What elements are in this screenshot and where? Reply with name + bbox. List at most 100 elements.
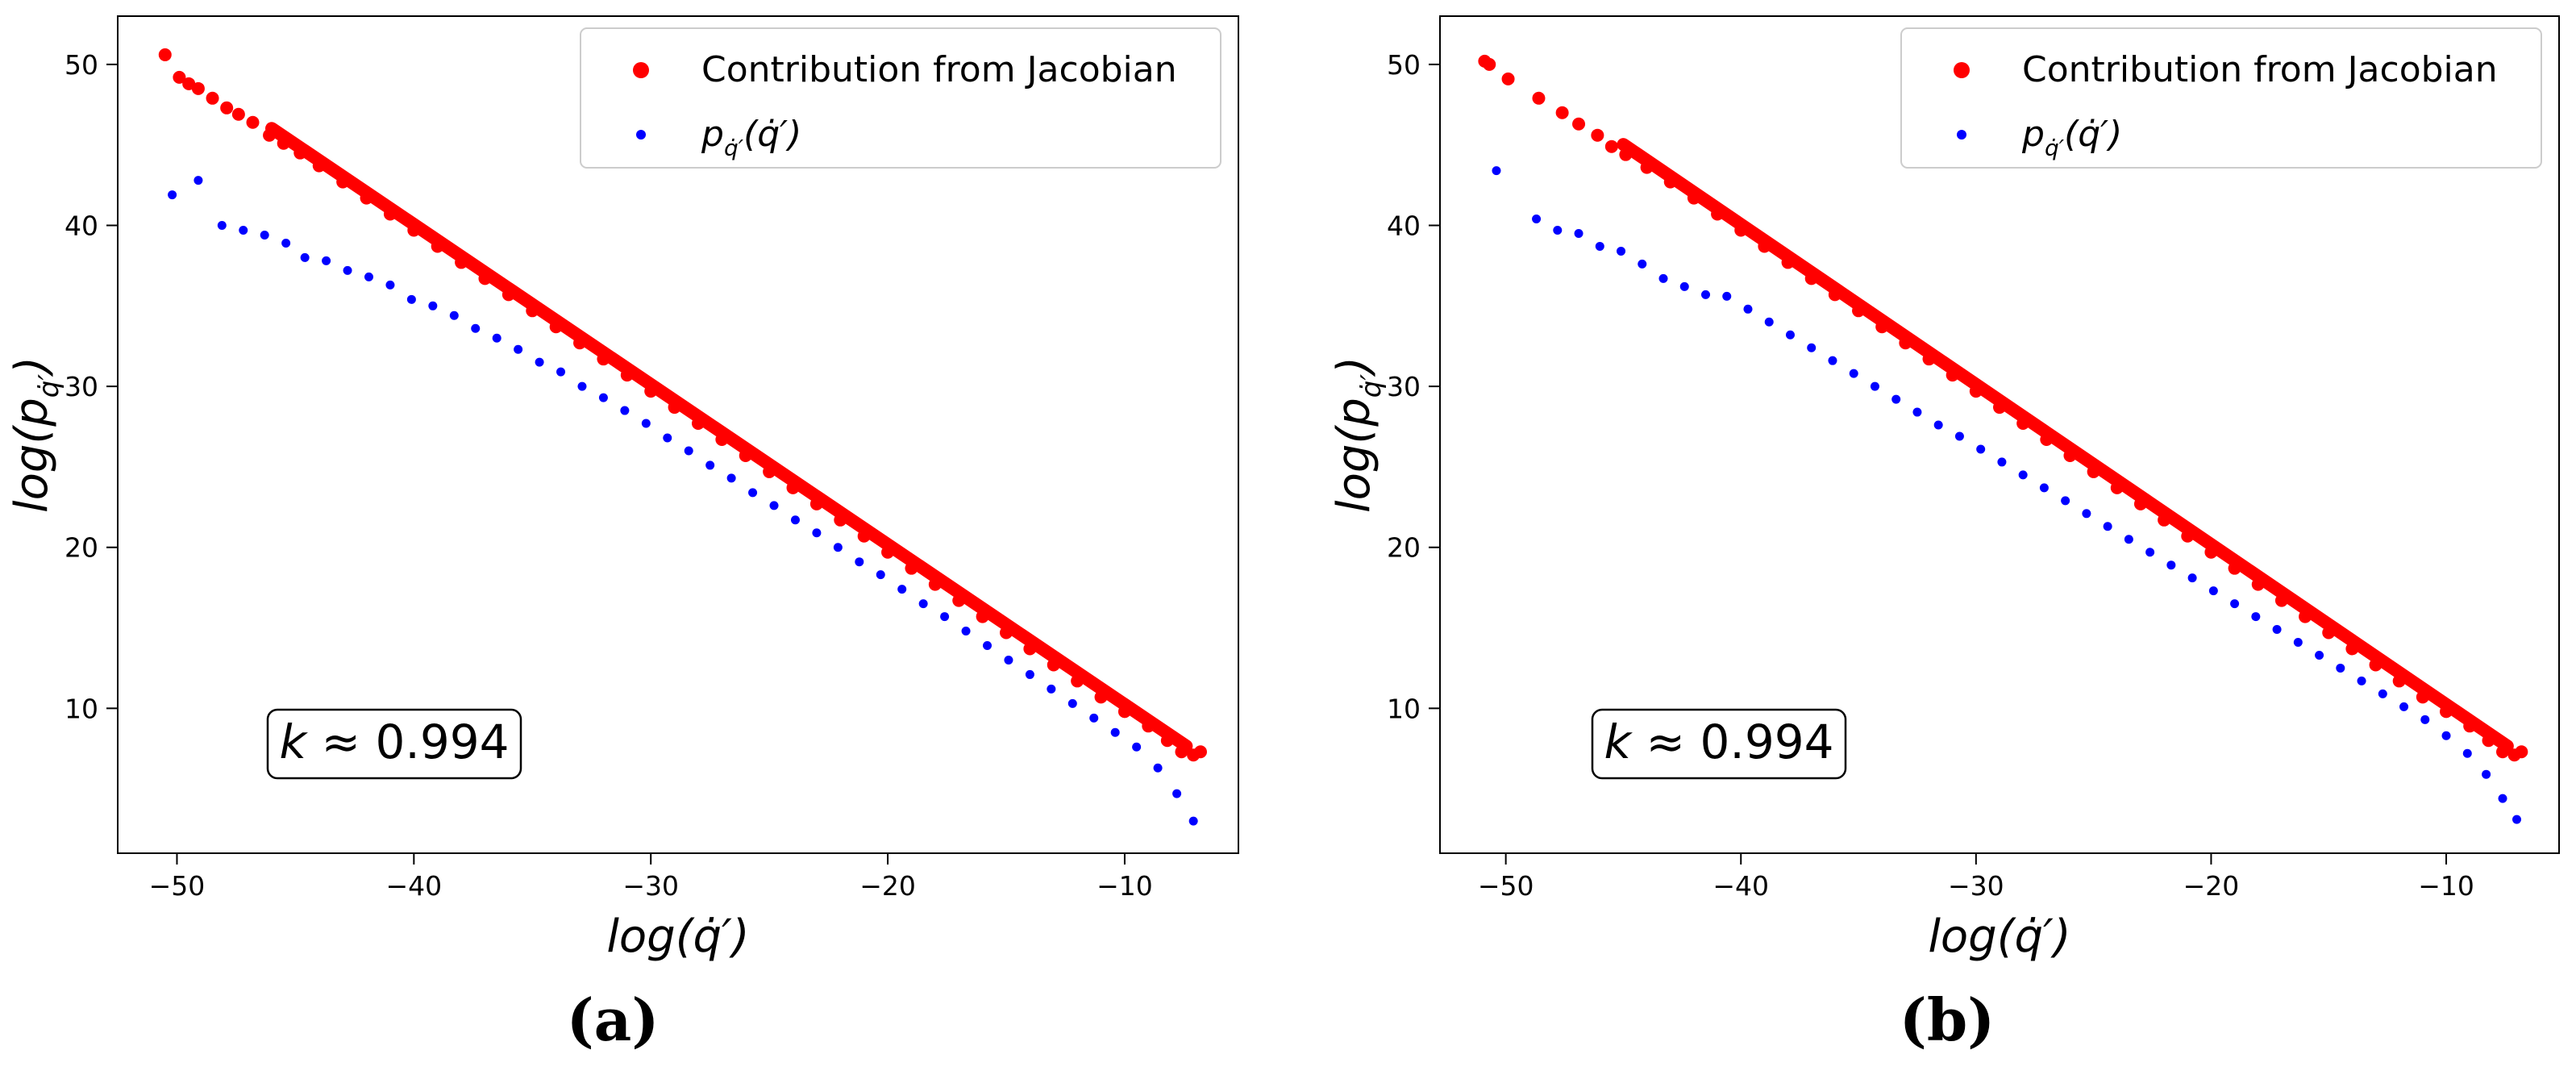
- jacobian-point: [1993, 401, 2006, 415]
- jacobian-point: [763, 465, 776, 478]
- jacobian-point: [158, 48, 172, 61]
- legend-label-subscript: q̇′: [2045, 135, 2065, 161]
- y-tick-label: 40: [65, 210, 98, 242]
- x-tick-label: −10: [2418, 870, 2474, 902]
- jacobian-point: [597, 352, 610, 366]
- y-axis-title-main: log(p: [1328, 398, 1380, 513]
- legend-label-main: p: [2021, 114, 2045, 155]
- legend-box: [580, 27, 1221, 169]
- jacobian-point: [573, 336, 587, 350]
- jacobian-point: [620, 369, 634, 382]
- density-point: [2512, 815, 2522, 824]
- jacobian-point: [2228, 561, 2241, 575]
- legend-label-tail: (q̇′): [743, 114, 801, 155]
- density-point: [2293, 638, 2303, 648]
- density-point: [1153, 763, 1163, 773]
- jacobian-point: [1160, 734, 1174, 748]
- y-axis-title-main: log(p: [6, 398, 58, 513]
- density-point: [2082, 509, 2091, 519]
- y-tick-label: 20: [65, 532, 98, 564]
- legend-label: Contribution from Jacobian: [2022, 49, 2498, 90]
- density-point: [1553, 225, 1563, 235]
- density-point: [322, 256, 331, 265]
- jacobian-point: [1687, 191, 1700, 205]
- density-point: [833, 543, 843, 552]
- y-axis-title: log(pq̇′): [1328, 356, 1388, 513]
- density-point: [2498, 794, 2507, 803]
- jacobian-point: [1591, 128, 1604, 142]
- jacobian-point: [715, 432, 729, 446]
- density-point: [2315, 650, 2324, 660]
- panel-label: (b): [1900, 985, 1995, 1054]
- k-annotation: k ≈ 0.994: [1591, 708, 1847, 780]
- y-tick-label: 20: [1387, 532, 1421, 564]
- density-point: [855, 557, 864, 567]
- density-point: [343, 265, 352, 275]
- jacobian-point: [2087, 465, 2100, 478]
- jacobian-point: [2040, 432, 2054, 446]
- panel-a: −50 −40 −30 −20 −101020304050log(q̇′)log(pq̇…: [6, 15, 1239, 1054]
- jacobian-point: [905, 561, 918, 575]
- density-point: [514, 344, 523, 354]
- density-point: [876, 570, 885, 580]
- legend-label: pq̇′(q̇′): [2021, 114, 2122, 161]
- jacobian-point: [360, 191, 373, 205]
- density-point: [168, 190, 177, 200]
- density-point: [2187, 573, 2197, 583]
- jacobian-point: [1852, 304, 1866, 318]
- jacobian-point: [1023, 642, 1037, 656]
- density-point: [194, 176, 203, 185]
- annotation-approx: ≈: [306, 715, 375, 769]
- density-point: [300, 252, 310, 262]
- dense-point-band: [265, 122, 1193, 753]
- density-point: [556, 367, 566, 377]
- density-point: [2441, 731, 2451, 740]
- jacobian-point: [2392, 674, 2406, 688]
- jacobian-point: [1875, 320, 1889, 334]
- density-point: [2145, 548, 2155, 557]
- panel-label: (a): [567, 985, 660, 1054]
- density-point: [1912, 407, 1922, 417]
- density-point: [620, 406, 630, 415]
- legend: Contribution from Jacobian pq̇′(q̇′): [1900, 27, 2542, 169]
- jacobian-point: [191, 81, 205, 95]
- density-point: [1110, 727, 1120, 737]
- density-point: [406, 294, 416, 304]
- density-point: [2061, 496, 2070, 506]
- legend-marker: [1954, 62, 1970, 78]
- density-point: [1849, 369, 1858, 378]
- jacobian-point: [293, 146, 307, 160]
- density-point: [812, 528, 822, 538]
- legend-label-tail: (q̇′): [2064, 114, 2122, 155]
- legend-marker: [1957, 130, 1966, 140]
- jacobian-point: [501, 288, 515, 302]
- density-point: [790, 515, 800, 525]
- jacobian-point: [976, 610, 989, 623]
- density-point: [577, 381, 587, 391]
- density-point: [2018, 470, 2028, 480]
- jacobian-point: [182, 77, 196, 90]
- dense-point-band: [1617, 138, 2514, 753]
- jacobian-point: [2016, 417, 2030, 431]
- density-point: [2208, 586, 2218, 596]
- density-point: [1658, 273, 1668, 283]
- legend: Contribution from Jacobian pq̇′(q̇′): [580, 27, 1221, 169]
- density-point: [1492, 166, 1501, 176]
- annotation-value: 0.994: [376, 715, 510, 769]
- annotation-approx: ≈: [1631, 715, 1700, 769]
- density-point: [1891, 394, 1901, 404]
- y-tick-label: 50: [1387, 49, 1421, 81]
- density-point: [2378, 689, 2387, 698]
- jacobian-point: [644, 385, 658, 398]
- jacobian-point: [1804, 272, 1818, 285]
- density-point: [1188, 816, 1198, 826]
- series-jacobian: [158, 48, 1207, 762]
- jacobian-point: [1532, 91, 1546, 105]
- density-point: [449, 310, 459, 320]
- k-annotation: k ≈ 0.994: [266, 708, 522, 780]
- density-point: [2251, 612, 2261, 622]
- density-point: [2357, 676, 2366, 685]
- jacobian-point: [277, 136, 290, 150]
- density-point: [769, 501, 779, 510]
